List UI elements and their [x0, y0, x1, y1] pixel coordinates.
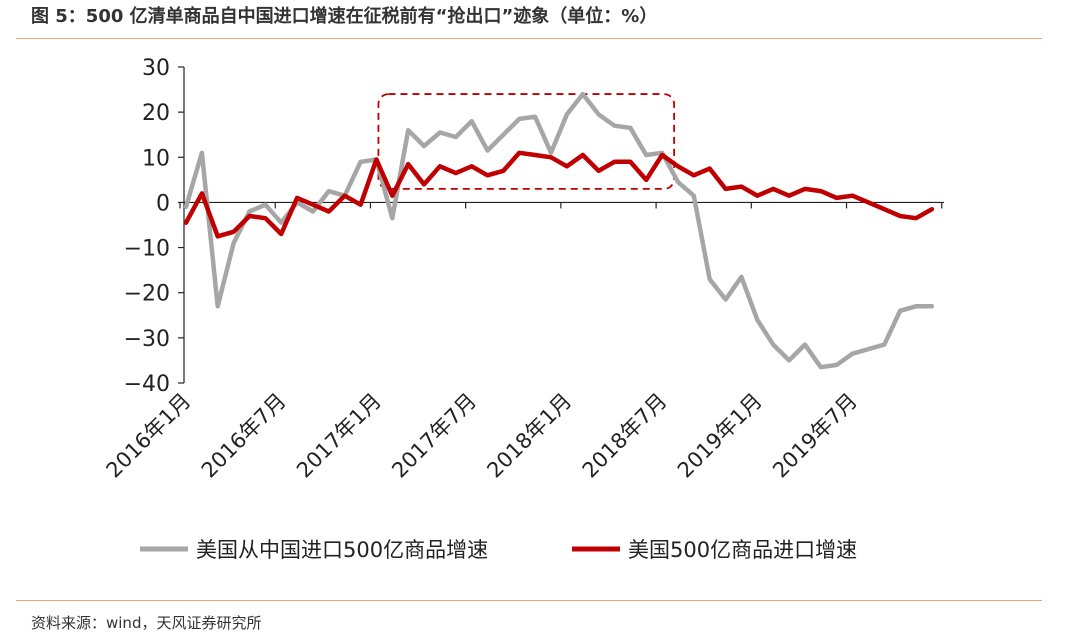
y-tick-label: −20 — [124, 282, 170, 307]
series-line-total-imports — [183, 150, 935, 239]
source-note: 资料来源：wind，天风证券研究所 — [31, 614, 262, 632]
legend-label: 美国500亿商品进口增速 — [628, 538, 857, 562]
x-tick-label: 2017年7月 — [387, 389, 481, 483]
footer-divider — [16, 600, 1042, 601]
y-tick-label: −30 — [124, 327, 170, 352]
legend-label: 美国从中国进口500亿商品增速 — [196, 538, 488, 562]
y-tick-label: 20 — [142, 101, 170, 126]
x-tick-label: 2016年7月 — [197, 389, 291, 483]
x-tick-label: 2017年1月 — [292, 389, 386, 483]
y-tick-label: −10 — [124, 237, 170, 262]
y-tick-label: 0 — [156, 191, 170, 216]
x-tick-label: 2019年1月 — [673, 389, 767, 483]
x-tick-label: 2018年7月 — [578, 389, 672, 483]
series-line-china-imports — [183, 91, 935, 370]
y-tick-label: 30 — [142, 56, 170, 81]
x-tick-label: 2018年1月 — [483, 389, 577, 483]
title-divider — [16, 38, 1042, 39]
y-tick-label: 10 — [142, 146, 170, 171]
x-tick-label: 2016年1月 — [102, 389, 196, 483]
y-tick-label: −40 — [124, 372, 170, 397]
highlight-box — [377, 93, 676, 190]
x-tick-label: 2019年7月 — [768, 389, 862, 483]
chart-title: 图 5：500 亿清单商品自中国进口增速在征税前有“抢出口”迹象（单位：%） — [31, 6, 658, 27]
